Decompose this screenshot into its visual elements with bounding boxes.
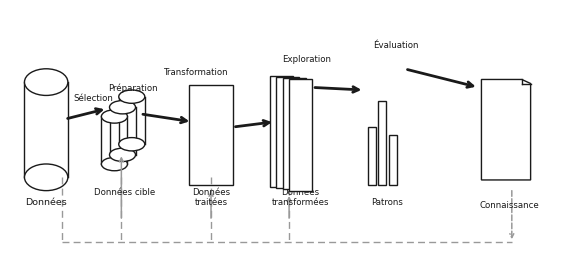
Ellipse shape — [110, 148, 135, 161]
Ellipse shape — [25, 164, 68, 191]
Text: Patrons: Patrons — [371, 198, 404, 207]
Bar — [276, 77, 300, 188]
Bar — [389, 135, 397, 185]
Text: Données cible: Données cible — [93, 188, 155, 197]
Text: Préparation: Préparation — [108, 83, 158, 93]
Text: Données: Données — [25, 198, 67, 207]
Bar — [283, 78, 306, 189]
Bar — [102, 116, 127, 164]
Ellipse shape — [25, 69, 68, 95]
Bar — [25, 82, 68, 177]
Text: Transformation: Transformation — [164, 68, 229, 77]
Bar — [369, 127, 377, 185]
Bar — [378, 101, 386, 185]
Ellipse shape — [110, 100, 135, 114]
Text: Évaluation: Évaluation — [373, 41, 419, 50]
Polygon shape — [481, 79, 531, 180]
Text: Données
traitées: Données traitées — [192, 188, 230, 207]
Bar — [289, 79, 312, 191]
Bar — [189, 85, 232, 185]
Ellipse shape — [119, 138, 145, 151]
Bar — [110, 107, 135, 155]
Ellipse shape — [119, 90, 145, 103]
Text: Exploration: Exploration — [282, 55, 331, 64]
Bar — [270, 76, 293, 187]
Text: Connaissance: Connaissance — [479, 201, 539, 210]
Ellipse shape — [102, 157, 127, 171]
Text: Sélection: Sélection — [74, 94, 113, 103]
Ellipse shape — [102, 110, 127, 123]
Bar — [119, 97, 145, 144]
Text: Données
transformées: Données transformées — [272, 188, 329, 207]
